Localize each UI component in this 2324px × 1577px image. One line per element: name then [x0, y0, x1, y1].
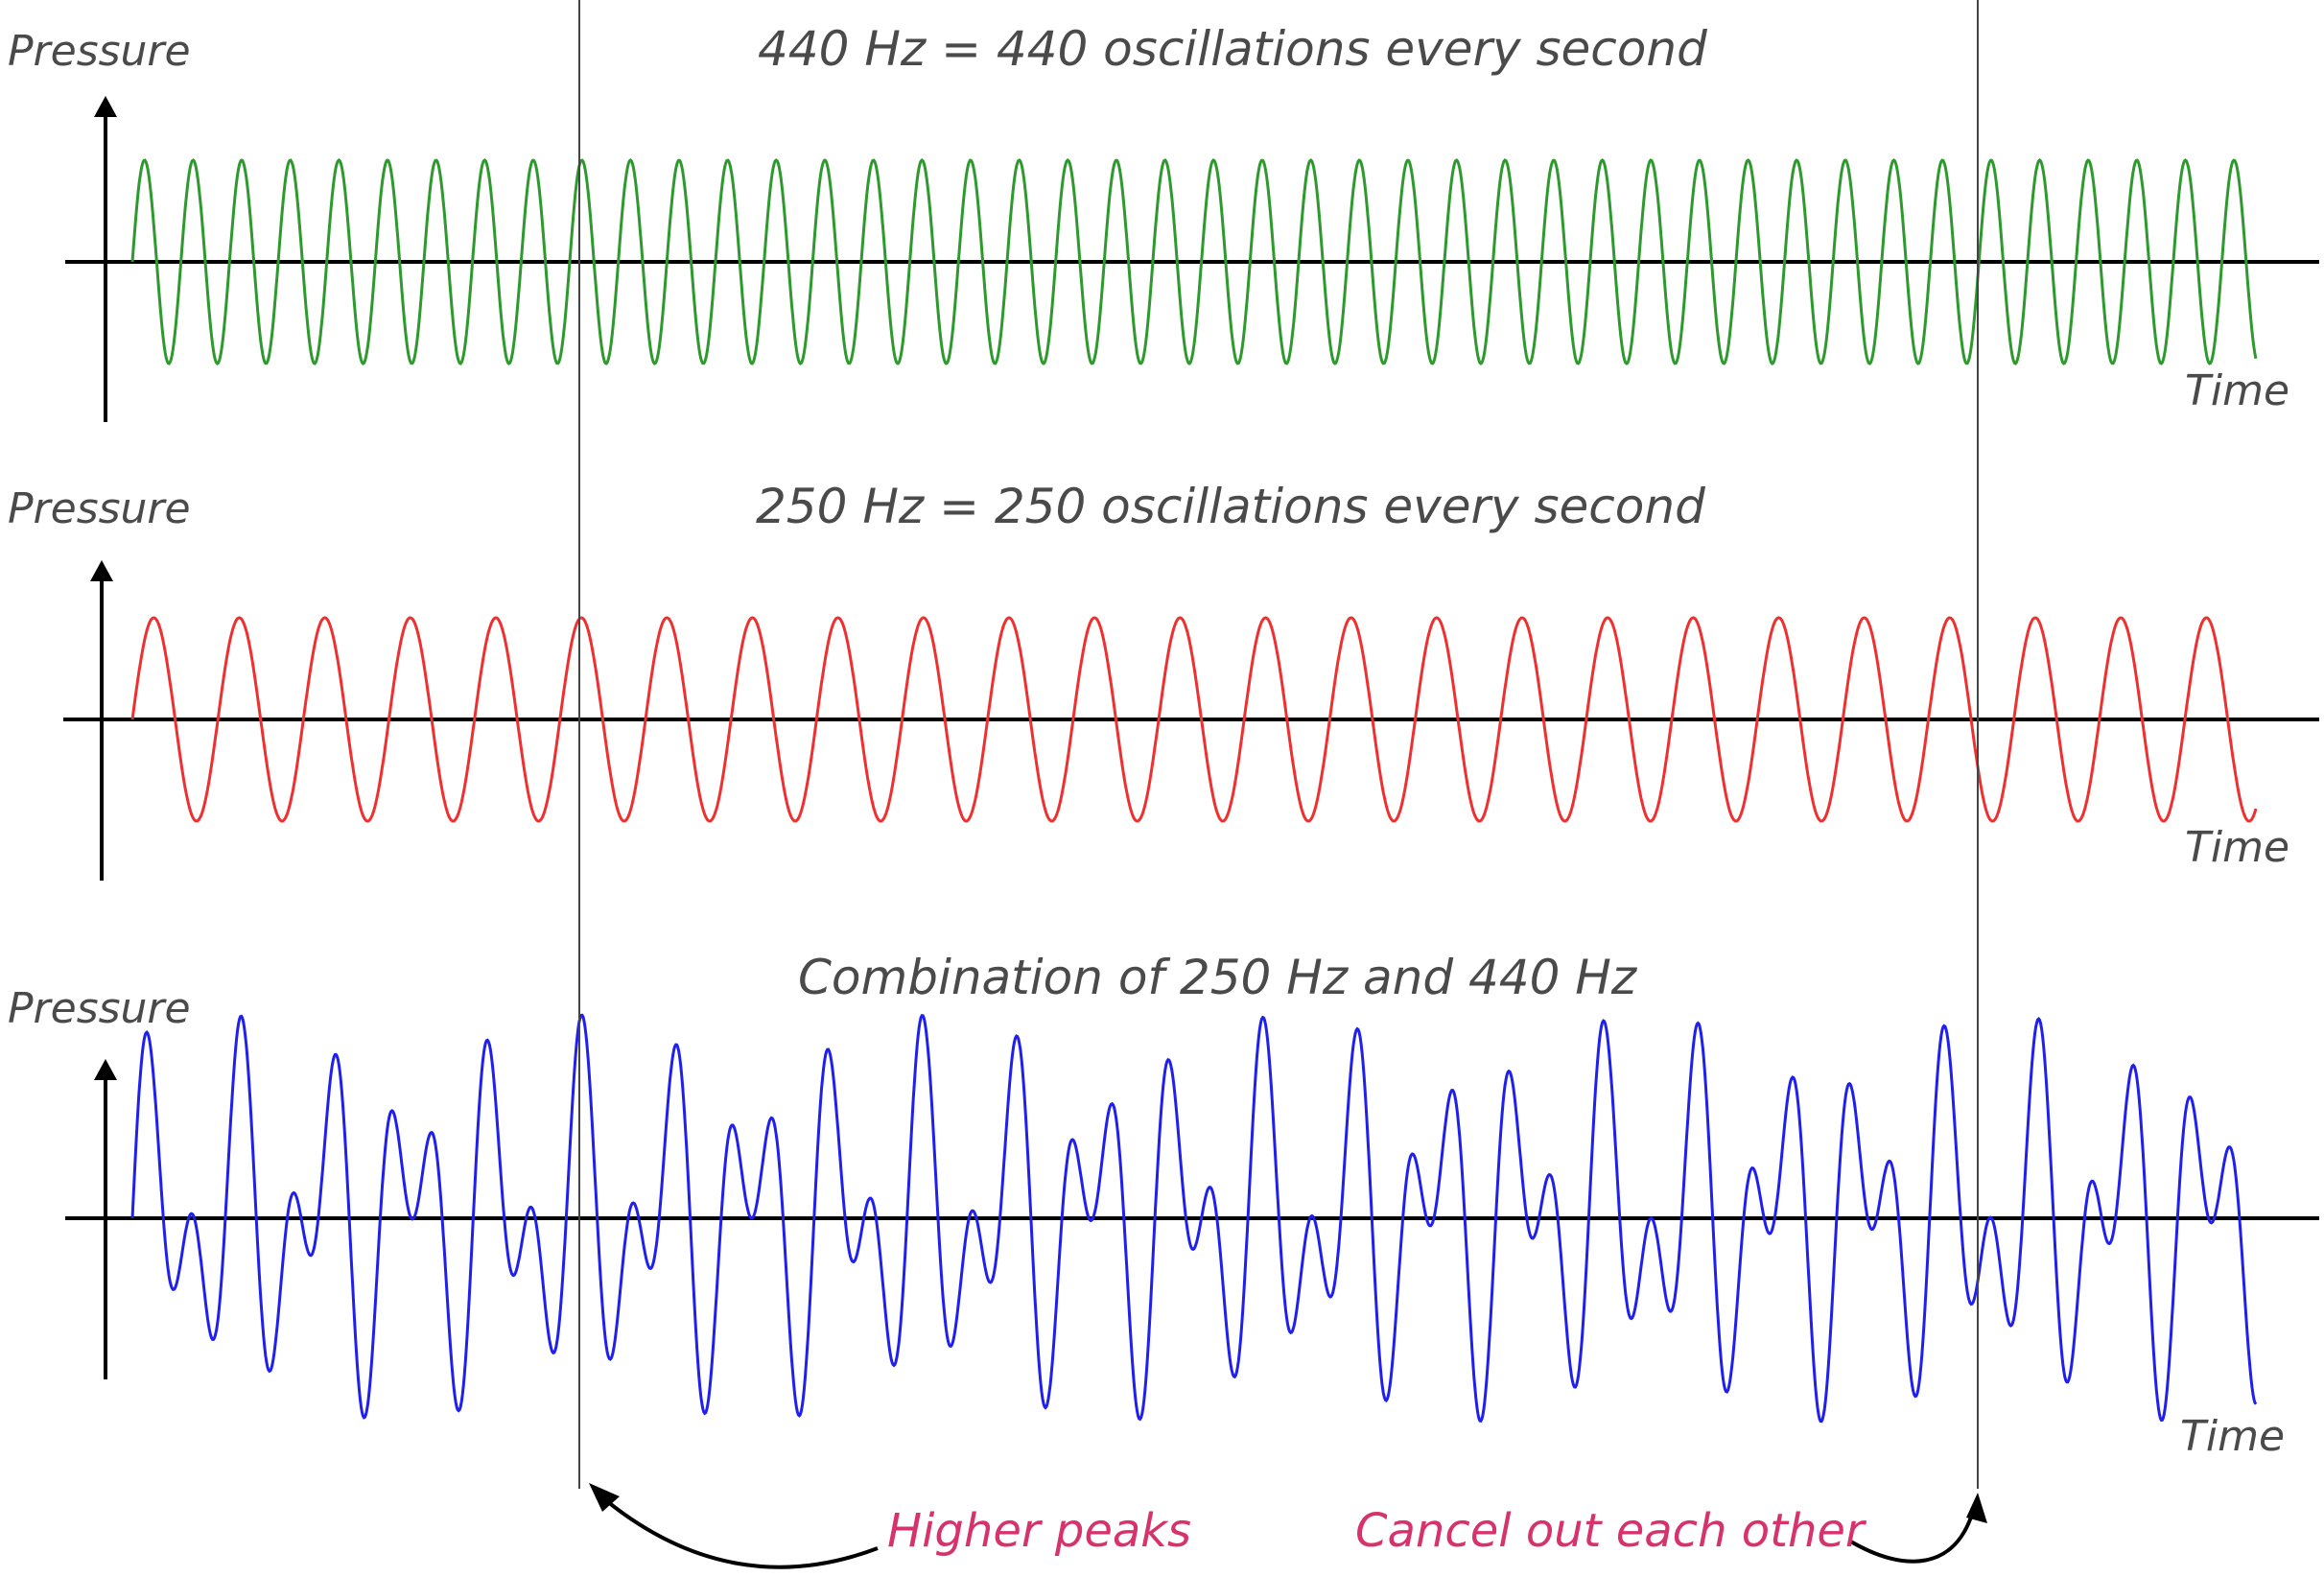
- panel-2-xlabel: Time: [2185, 823, 2289, 872]
- series-line-combination: [130, 1013, 2258, 1424]
- series-line-440hz: [130, 158, 2258, 365]
- cancel-out-label: Cancel out each other: [1355, 1504, 1867, 1558]
- panel-3-xlabel: Time: [2180, 1412, 2285, 1461]
- curved-arrow-right-icon: [1847, 1507, 1976, 1564]
- panel-1-y-axis-arrow-icon: [94, 96, 117, 117]
- panel-440hz: Pressure 440 Hz = 440 oscillations every…: [8, 21, 2319, 422]
- panel-3-ylabel: Pressure: [8, 984, 191, 1033]
- panel-250hz: Pressure 250 Hz = 250 oscillations every…: [8, 479, 2319, 881]
- annotation-cancel-out: Cancel out each other: [1355, 1493, 1987, 1564]
- panel-2-y-axis-arrow-icon: [90, 560, 113, 581]
- panel-2-title: 250 Hz = 250 oscillations every second: [756, 479, 1705, 534]
- annotation-higher-peaks: Higher peaks: [589, 1483, 1191, 1569]
- panel-2-ylabel: Pressure: [8, 484, 191, 533]
- curved-arrow-left-icon: [595, 1491, 879, 1569]
- panel-1-xlabel: Time: [2185, 366, 2289, 415]
- panel-3-title: Combination of 250 Hz and 440 Hz: [798, 950, 1638, 1005]
- series-line-250hz: [130, 616, 2258, 823]
- curved-arrow-left-head-icon: [589, 1483, 620, 1512]
- panel-1-title: 440 Hz = 440 oscillations every second: [758, 21, 1707, 77]
- curved-arrow-right-head-icon: [1966, 1493, 1987, 1523]
- panel-combination: Pressure Combination of 250 Hz and 440 H…: [8, 950, 2319, 1461]
- higher-peaks-label: Higher peaks: [887, 1504, 1191, 1558]
- panel-3-y-axis-arrow-icon: [94, 1059, 117, 1080]
- panel-1-ylabel: Pressure: [8, 27, 191, 76]
